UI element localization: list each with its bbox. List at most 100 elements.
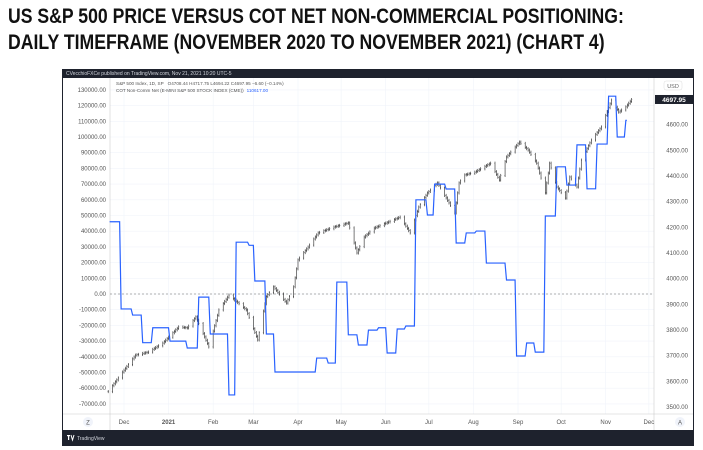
price-bar bbox=[595, 132, 597, 142]
price-bar bbox=[192, 319, 194, 328]
legend-price-name: S&P 500 Index, 1D, SP bbox=[116, 81, 164, 86]
price-bar bbox=[306, 247, 308, 253]
auto-scale-left-button[interactable] bbox=[83, 417, 93, 427]
price-bar bbox=[544, 176, 546, 195]
price-bar bbox=[620, 108, 623, 113]
price-bar bbox=[226, 295, 229, 301]
price-bar bbox=[205, 335, 207, 342]
price-bar bbox=[285, 299, 288, 305]
price-bars bbox=[107, 97, 633, 394]
price-bar bbox=[323, 229, 325, 234]
price-bar bbox=[185, 326, 187, 330]
price-bar bbox=[206, 338, 209, 346]
price-bar bbox=[314, 235, 316, 241]
price-bar bbox=[505, 155, 508, 164]
price-bar bbox=[409, 229, 411, 235]
title-line-2: DAILY TIMEFRAME (NOVEMBER 2020 TO NOVEMB… bbox=[8, 31, 605, 54]
price-bar bbox=[367, 231, 370, 237]
corner-right-label: A bbox=[678, 421, 682, 427]
price-bar bbox=[183, 325, 185, 330]
price-bar bbox=[520, 140, 522, 145]
time-axis[interactable]: Dec 2021 Feb Mar Apr May Jun Jul Aug Sep Oct Nov Dec bbox=[119, 420, 655, 426]
left-tick-label: 90000.00 bbox=[81, 151, 107, 157]
price-bar bbox=[346, 221, 348, 226]
legend-cot: COT Non-Comm Net (E-MINI S&P 500 STOCK I… bbox=[116, 88, 268, 93]
price-bar bbox=[393, 217, 395, 223]
price-bar bbox=[550, 161, 552, 170]
right-tick-label: 4300.00 bbox=[666, 200, 688, 206]
price-bar bbox=[123, 368, 125, 374]
price-bar bbox=[339, 223, 341, 228]
price-bar bbox=[132, 357, 134, 367]
price-bar bbox=[383, 222, 385, 228]
price-bar bbox=[147, 350, 150, 354]
left-tick-label: 10000.00 bbox=[81, 276, 107, 282]
price-bar bbox=[244, 305, 246, 311]
price-bar bbox=[175, 328, 177, 333]
price-bar bbox=[166, 337, 168, 342]
price-bar bbox=[458, 181, 460, 195]
price-bar bbox=[272, 285, 275, 295]
price-bar bbox=[297, 258, 299, 271]
price-bar bbox=[284, 297, 286, 303]
right-tick-label: 4200.00 bbox=[666, 225, 688, 231]
price-bar bbox=[495, 170, 498, 176]
price-bar bbox=[429, 188, 431, 194]
time-tick-label: Feb bbox=[208, 420, 219, 426]
price-bar bbox=[609, 102, 611, 110]
right-axis[interactable]: 4600.00 4500.00 4400.00 4300.00 4200.00 4100.… bbox=[666, 123, 688, 411]
price-bar bbox=[498, 175, 500, 182]
price-bar bbox=[308, 243, 311, 249]
time-tick-label: Aug bbox=[468, 420, 479, 426]
price-bar bbox=[212, 329, 214, 349]
price-bar bbox=[418, 205, 420, 213]
left-axis[interactable]: 130000.00 120000.00 110000.00 100000.00 9000… bbox=[78, 88, 107, 408]
price-bar bbox=[127, 363, 129, 368]
price-bar bbox=[547, 171, 549, 185]
price-bar bbox=[477, 168, 479, 173]
price-bar bbox=[536, 159, 538, 165]
price-bar bbox=[162, 341, 164, 348]
price-bar bbox=[326, 228, 328, 232]
left-tick-label: -70000.00 bbox=[79, 402, 107, 408]
time-tick-label: May bbox=[335, 420, 346, 426]
auto-scale-right-button[interactable] bbox=[675, 417, 685, 427]
price-bar bbox=[208, 342, 210, 349]
right-tick-label: 4100.00 bbox=[666, 251, 688, 257]
time-tick-label: 2021 bbox=[162, 420, 176, 426]
price-bar bbox=[176, 326, 178, 332]
price-bar bbox=[416, 209, 418, 218]
currency-badge[interactable] bbox=[663, 80, 683, 91]
price-bar bbox=[459, 179, 462, 185]
price-bar bbox=[287, 298, 289, 305]
time-tick-label: Dec bbox=[119, 420, 130, 426]
price-bar bbox=[288, 295, 290, 302]
right-tick-label: 3900.00 bbox=[666, 302, 688, 308]
price-bar bbox=[186, 326, 188, 330]
price-bar bbox=[469, 171, 472, 176]
price-bar bbox=[304, 249, 306, 255]
price-bar bbox=[376, 225, 378, 230]
price-bar bbox=[232, 293, 234, 301]
price-bar bbox=[218, 308, 220, 317]
price-bar bbox=[324, 228, 326, 233]
price-bar bbox=[156, 345, 158, 350]
legend-price-ohlc: O4708.44 H4717.75 L4694.22 C4697.95 −6.6… bbox=[168, 81, 284, 86]
price-bar bbox=[242, 302, 244, 310]
price-bar bbox=[203, 332, 206, 339]
price-bar bbox=[487, 163, 489, 168]
price-bar bbox=[237, 299, 239, 305]
price-bar bbox=[405, 222, 407, 228]
price-bar bbox=[428, 189, 430, 195]
price-bar bbox=[274, 285, 276, 291]
price-bar bbox=[277, 288, 279, 294]
price-bar bbox=[567, 182, 569, 193]
price-bar bbox=[111, 384, 114, 394]
price-bar bbox=[222, 302, 224, 312]
price-bar bbox=[480, 167, 482, 172]
price-bar bbox=[283, 292, 285, 301]
price-bar bbox=[386, 220, 388, 225]
price-bar bbox=[163, 340, 165, 345]
price-bar bbox=[133, 355, 135, 361]
